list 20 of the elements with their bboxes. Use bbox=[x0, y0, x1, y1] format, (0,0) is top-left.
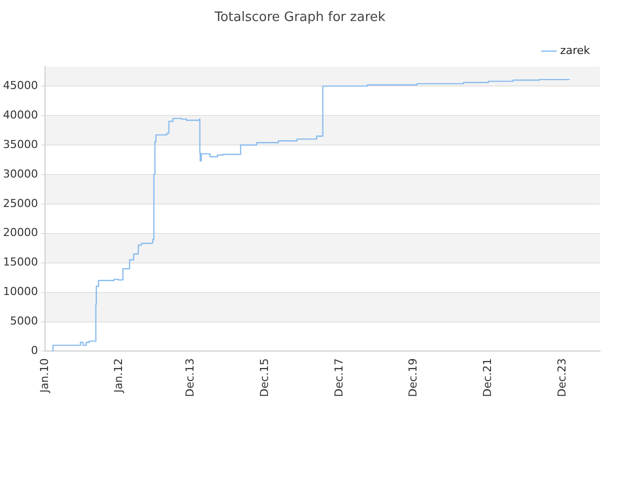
y-tick-label: 40000 bbox=[2, 108, 38, 122]
chart-title: Totalscore Graph for zarek bbox=[214, 10, 386, 26]
y-tick-label: 15000 bbox=[2, 256, 38, 269]
x-tick-label: Dec.19 bbox=[406, 358, 420, 397]
y-tick-label: 30000 bbox=[2, 167, 38, 180]
x-tick-label: Dec.13 bbox=[184, 358, 197, 397]
y-tick-label: 25000 bbox=[2, 196, 38, 210]
y-tick-label: 20000 bbox=[2, 226, 38, 240]
legend-label: zarek bbox=[560, 44, 591, 57]
y-tick-label: 10000 bbox=[2, 285, 38, 298]
y-tick-label: 5000 bbox=[10, 314, 38, 328]
x-tick-label: Dec.17 bbox=[332, 358, 346, 397]
x-tick-label: Dec.23 bbox=[556, 358, 569, 397]
x-tick-label: Dec.15 bbox=[258, 358, 271, 397]
x-tick-label: Jan.12 bbox=[112, 358, 126, 394]
y-tick-label: 0 bbox=[30, 344, 38, 358]
y-tick-label: 45000 bbox=[2, 78, 38, 92]
x-tick-label: Dec.21 bbox=[481, 358, 494, 397]
y-tick-label: 35000 bbox=[2, 138, 38, 151]
x-tick-label: Jan.10 bbox=[38, 358, 51, 394]
